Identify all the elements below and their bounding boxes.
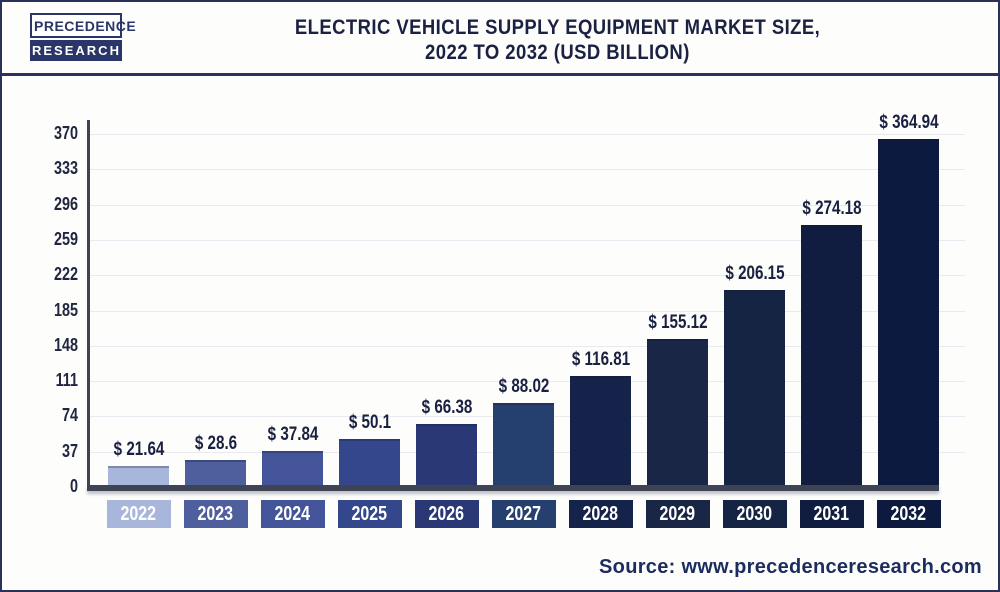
bar-value-2026: $ 66.38 — [421, 396, 472, 418]
x-axis-label-2025: 2025 — [337, 500, 402, 528]
x-axis-label-text: 2027 — [505, 502, 542, 525]
y-axis-tick-0: 0 — [69, 476, 78, 496]
bar-value-2022: $ 21.64 — [113, 439, 164, 461]
bar-value-2031: $ 274.18 — [801, 198, 862, 220]
x-axis-label-text: 2025 — [351, 502, 388, 525]
y-axis-tick-148: 148 — [53, 334, 78, 355]
y-axis-tick-370: 370 — [53, 123, 78, 143]
x-axis-label-2029: 2029 — [645, 500, 710, 528]
bar-2030 — [724, 290, 785, 487]
x-axis-label-2024: 2024 — [260, 500, 325, 528]
y-axis-tick-37: 37 — [61, 440, 78, 461]
bar-2022 — [108, 466, 169, 487]
chart-title: ELECTRIC VEHICLE SUPPLY EQUIPMENT MARKET… — [127, 15, 988, 65]
bar-value-2025: $ 50.1 — [348, 412, 391, 434]
gridline — [90, 275, 965, 277]
bar-2027 — [493, 403, 554, 487]
bar-value-2023: $ 28.6 — [194, 432, 237, 454]
x-axis-label-2026: 2026 — [414, 500, 479, 528]
bar-2028 — [570, 375, 631, 487]
x-axis-label-text: 2031 — [813, 502, 850, 525]
y-axis-tick-296: 296 — [53, 193, 78, 214]
bar-2023 — [185, 459, 246, 487]
gridline — [90, 310, 965, 312]
x-axis-label-2032: 2032 — [876, 500, 941, 528]
bar-value-2028: $ 116.81 — [571, 348, 630, 370]
x-axis-label-text: 2029 — [659, 502, 696, 525]
bar-2031 — [801, 225, 862, 487]
y-axis-tick-259: 259 — [53, 228, 78, 249]
x-axis-line — [87, 485, 939, 491]
bar-2029 — [647, 339, 708, 487]
y-axis-tick-222: 222 — [53, 264, 78, 285]
logo-line-research: RESEARCH — [30, 40, 122, 61]
bar-2026 — [416, 423, 477, 487]
gridline — [90, 134, 965, 135]
y-axis-tick-333: 333 — [53, 158, 78, 179]
gridline — [90, 239, 965, 241]
bar-value-2032: $ 364.94 — [878, 111, 939, 133]
x-axis-label-2028: 2028 — [568, 500, 633, 528]
header-divider — [2, 73, 998, 76]
chart-title-line1: ELECTRIC VEHICLE SUPPLY EQUIPMENT MARKET… — [294, 16, 821, 39]
x-axis-label-text: 2032 — [890, 502, 927, 525]
y-axis-line — [87, 120, 90, 487]
bar-value-2024: $ 37.84 — [267, 423, 318, 445]
gridline — [90, 204, 965, 206]
gridline — [90, 169, 965, 171]
precedence-research-logo: PRECEDENCE RESEARCH — [30, 13, 136, 61]
source-attribution: Source: www.precedenceresearch.com — [599, 556, 982, 578]
y-axis-tick-111: 111 — [55, 370, 78, 391]
x-axis-label-2027: 2027 — [491, 500, 556, 528]
x-axis-label-text: 2022 — [120, 502, 157, 525]
bar-value-2030: $ 206.15 — [724, 263, 785, 285]
x-axis-label-text: 2030 — [736, 502, 773, 525]
y-axis-tick-74: 74 — [61, 405, 78, 426]
x-axis-label-text: 2024 — [274, 502, 311, 525]
header: PRECEDENCE RESEARCH ELECTRIC VEHICLE SUP… — [2, 2, 998, 73]
x-axis-label-2022: 2022 — [106, 500, 171, 528]
bar-2032 — [878, 138, 939, 487]
gridline — [90, 345, 965, 347]
x-axis-label-2023: 2023 — [183, 500, 248, 528]
gridline — [90, 381, 965, 383]
bar-value-2027: $ 88.02 — [498, 376, 549, 398]
x-axis-label-2030: 2030 — [722, 500, 787, 528]
x-axis-label-text: 2026 — [428, 502, 465, 525]
bar-2025 — [339, 439, 400, 487]
x-axis-label-text: 2028 — [582, 502, 619, 525]
logo-line-precedence: PRECEDENCE — [30, 13, 136, 38]
bar-value-2029: $ 155.12 — [647, 312, 708, 333]
chart-title-line2: 2022 TO 2032 (USD BILLION) — [425, 41, 690, 64]
x-axis-label-2031: 2031 — [799, 500, 864, 528]
bar-2024 — [262, 450, 323, 487]
y-axis-tick-185: 185 — [53, 299, 78, 320]
x-axis-label-text: 2023 — [197, 502, 234, 525]
